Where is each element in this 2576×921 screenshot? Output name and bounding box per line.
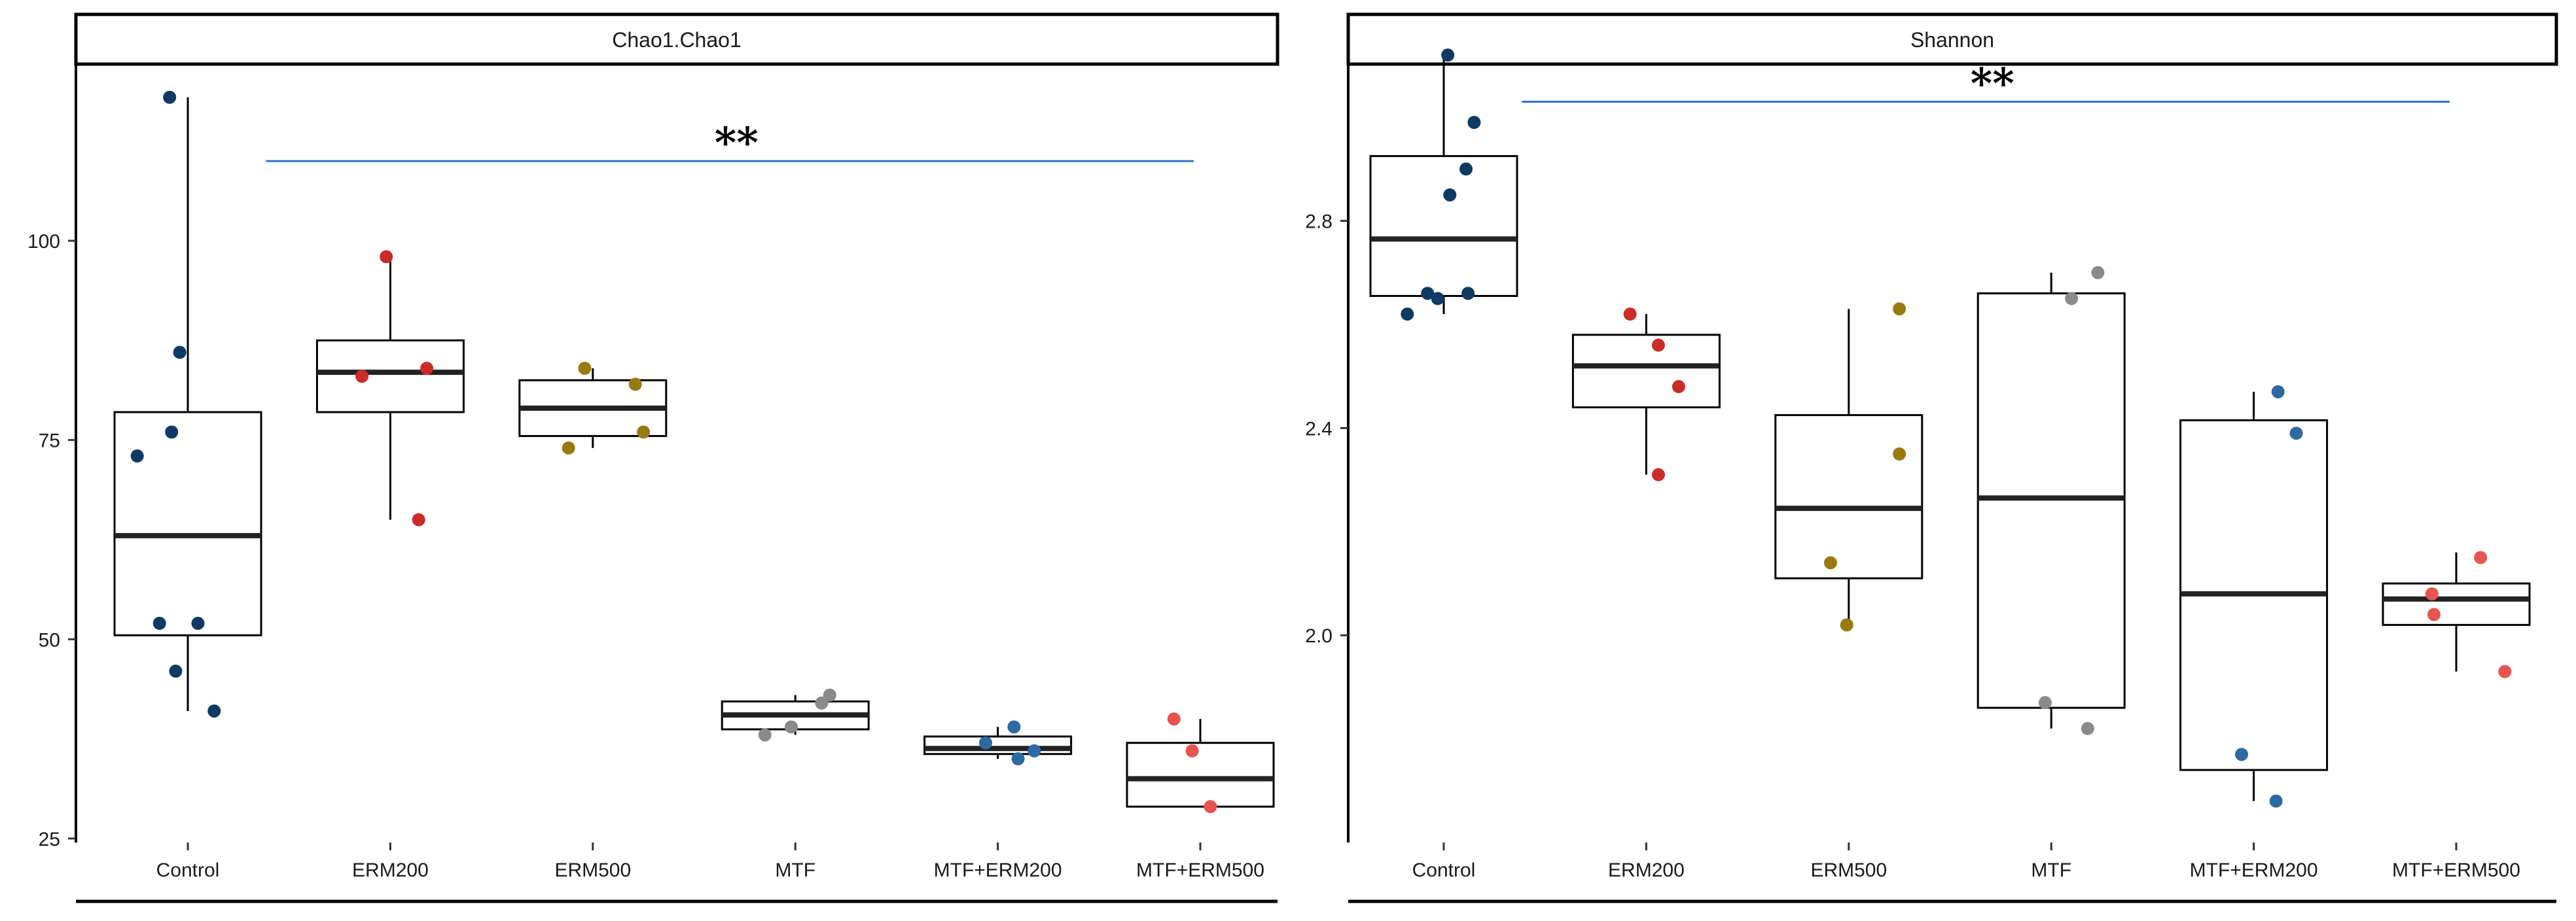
y-tick-label: 25	[39, 829, 60, 850]
data-point	[1028, 744, 1041, 757]
data-point	[169, 665, 183, 678]
data-point	[1651, 338, 1665, 352]
chao1-strip	[74, 12, 1279, 66]
significance-label: **	[715, 118, 759, 167]
y-tick-label: 50	[39, 629, 60, 651]
data-point	[1167, 712, 1181, 726]
x-tick-label: MTF+ERM500	[2392, 860, 2520, 881]
data-point	[815, 696, 829, 710]
data-point	[163, 90, 177, 104]
data-point	[758, 728, 772, 742]
data-point	[1893, 447, 1906, 461]
chao1-strip-title: Chao1.Chao1	[612, 28, 741, 52]
y-tick-label: 2.8	[1305, 211, 1333, 233]
data-point	[2271, 385, 2285, 398]
box	[2382, 582, 2531, 626]
data-point	[1459, 162, 1473, 176]
data-point	[380, 250, 393, 264]
data-point	[207, 704, 221, 718]
data-point	[785, 720, 798, 734]
data-point	[2065, 292, 2079, 305]
x-tick-label: MTF+ERM500	[1136, 860, 1264, 881]
x-tick-label: MTF	[2031, 860, 2071, 881]
y-tick-label: 100	[27, 231, 60, 252]
data-point	[1421, 287, 1435, 300]
shannon-panel: Shannon 2.0 2.4 2.8 Control ERM200 ERM500 MTF M…	[1305, 12, 2558, 903]
data-point	[2474, 551, 2488, 565]
chao1-marks: 25 50 75 100 Control ERM200 ERM500 MTF MTF+ERM20…	[27, 90, 1275, 881]
shannon-strip	[1346, 12, 2558, 66]
data-point	[165, 425, 179, 439]
data-point	[173, 345, 187, 359]
data-point	[2498, 665, 2512, 678]
data-point	[130, 449, 144, 463]
box	[1774, 414, 1923, 580]
data-point	[562, 441, 575, 455]
x-tick-label: MTF+ERM200	[2190, 860, 2318, 881]
data-point	[823, 688, 836, 702]
data-point	[1651, 468, 1665, 481]
data-point	[2427, 608, 2441, 621]
data-point	[2091, 266, 2105, 279]
data-point	[1840, 618, 1853, 632]
data-point	[1893, 302, 1906, 316]
data-point	[2081, 721, 2094, 735]
data-point	[2269, 794, 2283, 808]
x-tick-label: ERM200	[352, 860, 429, 881]
box	[1369, 155, 1518, 297]
data-point	[2289, 426, 2303, 440]
data-point	[979, 736, 993, 750]
data-point	[152, 616, 166, 630]
data-point	[1011, 752, 1025, 766]
y-tick-label: 2.4	[1305, 418, 1333, 440]
box	[113, 411, 262, 636]
data-point	[420, 362, 434, 375]
box	[1571, 334, 1721, 409]
data-point	[191, 616, 205, 630]
data-point	[355, 370, 369, 383]
box	[923, 735, 1073, 756]
significance-label: **	[1971, 59, 2014, 108]
data-point	[1823, 556, 1837, 570]
data-point	[637, 425, 651, 439]
x-tick-label: ERM500	[554, 860, 631, 881]
data-point	[1185, 744, 1199, 757]
x-tick-label: ERM200	[1608, 860, 1685, 881]
data-point	[2235, 748, 2249, 761]
x-tick-label: Control	[1412, 860, 1476, 881]
x-tick-label: Control	[156, 860, 220, 881]
y-tick-label: 75	[39, 430, 60, 452]
data-point	[1672, 380, 1685, 394]
data-point	[1623, 307, 1637, 321]
data-point	[2425, 587, 2439, 600]
data-point	[1204, 800, 1217, 814]
data-point	[1431, 292, 1444, 305]
data-point	[1401, 307, 1414, 321]
data-point	[1467, 116, 1481, 130]
data-point	[578, 362, 592, 375]
chao1-panel: Chao1.Chao1 25 50 75 100 Control ERM200 ERM500…	[27, 12, 1279, 903]
data-point	[628, 377, 642, 391]
data-point	[1443, 188, 1457, 201]
x-tick-label: MTF	[775, 860, 815, 881]
data-point	[2038, 696, 2052, 710]
data-point	[1441, 48, 1455, 62]
data-point	[1007, 720, 1021, 734]
box	[315, 339, 465, 413]
y-tick-label: 2.0	[1305, 625, 1333, 647]
data-point	[1461, 287, 1475, 300]
x-tick-label: MTF+ERM200	[934, 860, 1062, 881]
data-point	[412, 513, 425, 527]
shannon-marks: 2.0 2.4 2.8 Control ERM200 ERM500 MTF MTF+ERM20…	[1305, 48, 2531, 881]
shannon-strip-title: Shannon	[1910, 28, 1994, 52]
x-tick-label: ERM500	[1810, 860, 1887, 881]
box	[1126, 742, 1275, 808]
